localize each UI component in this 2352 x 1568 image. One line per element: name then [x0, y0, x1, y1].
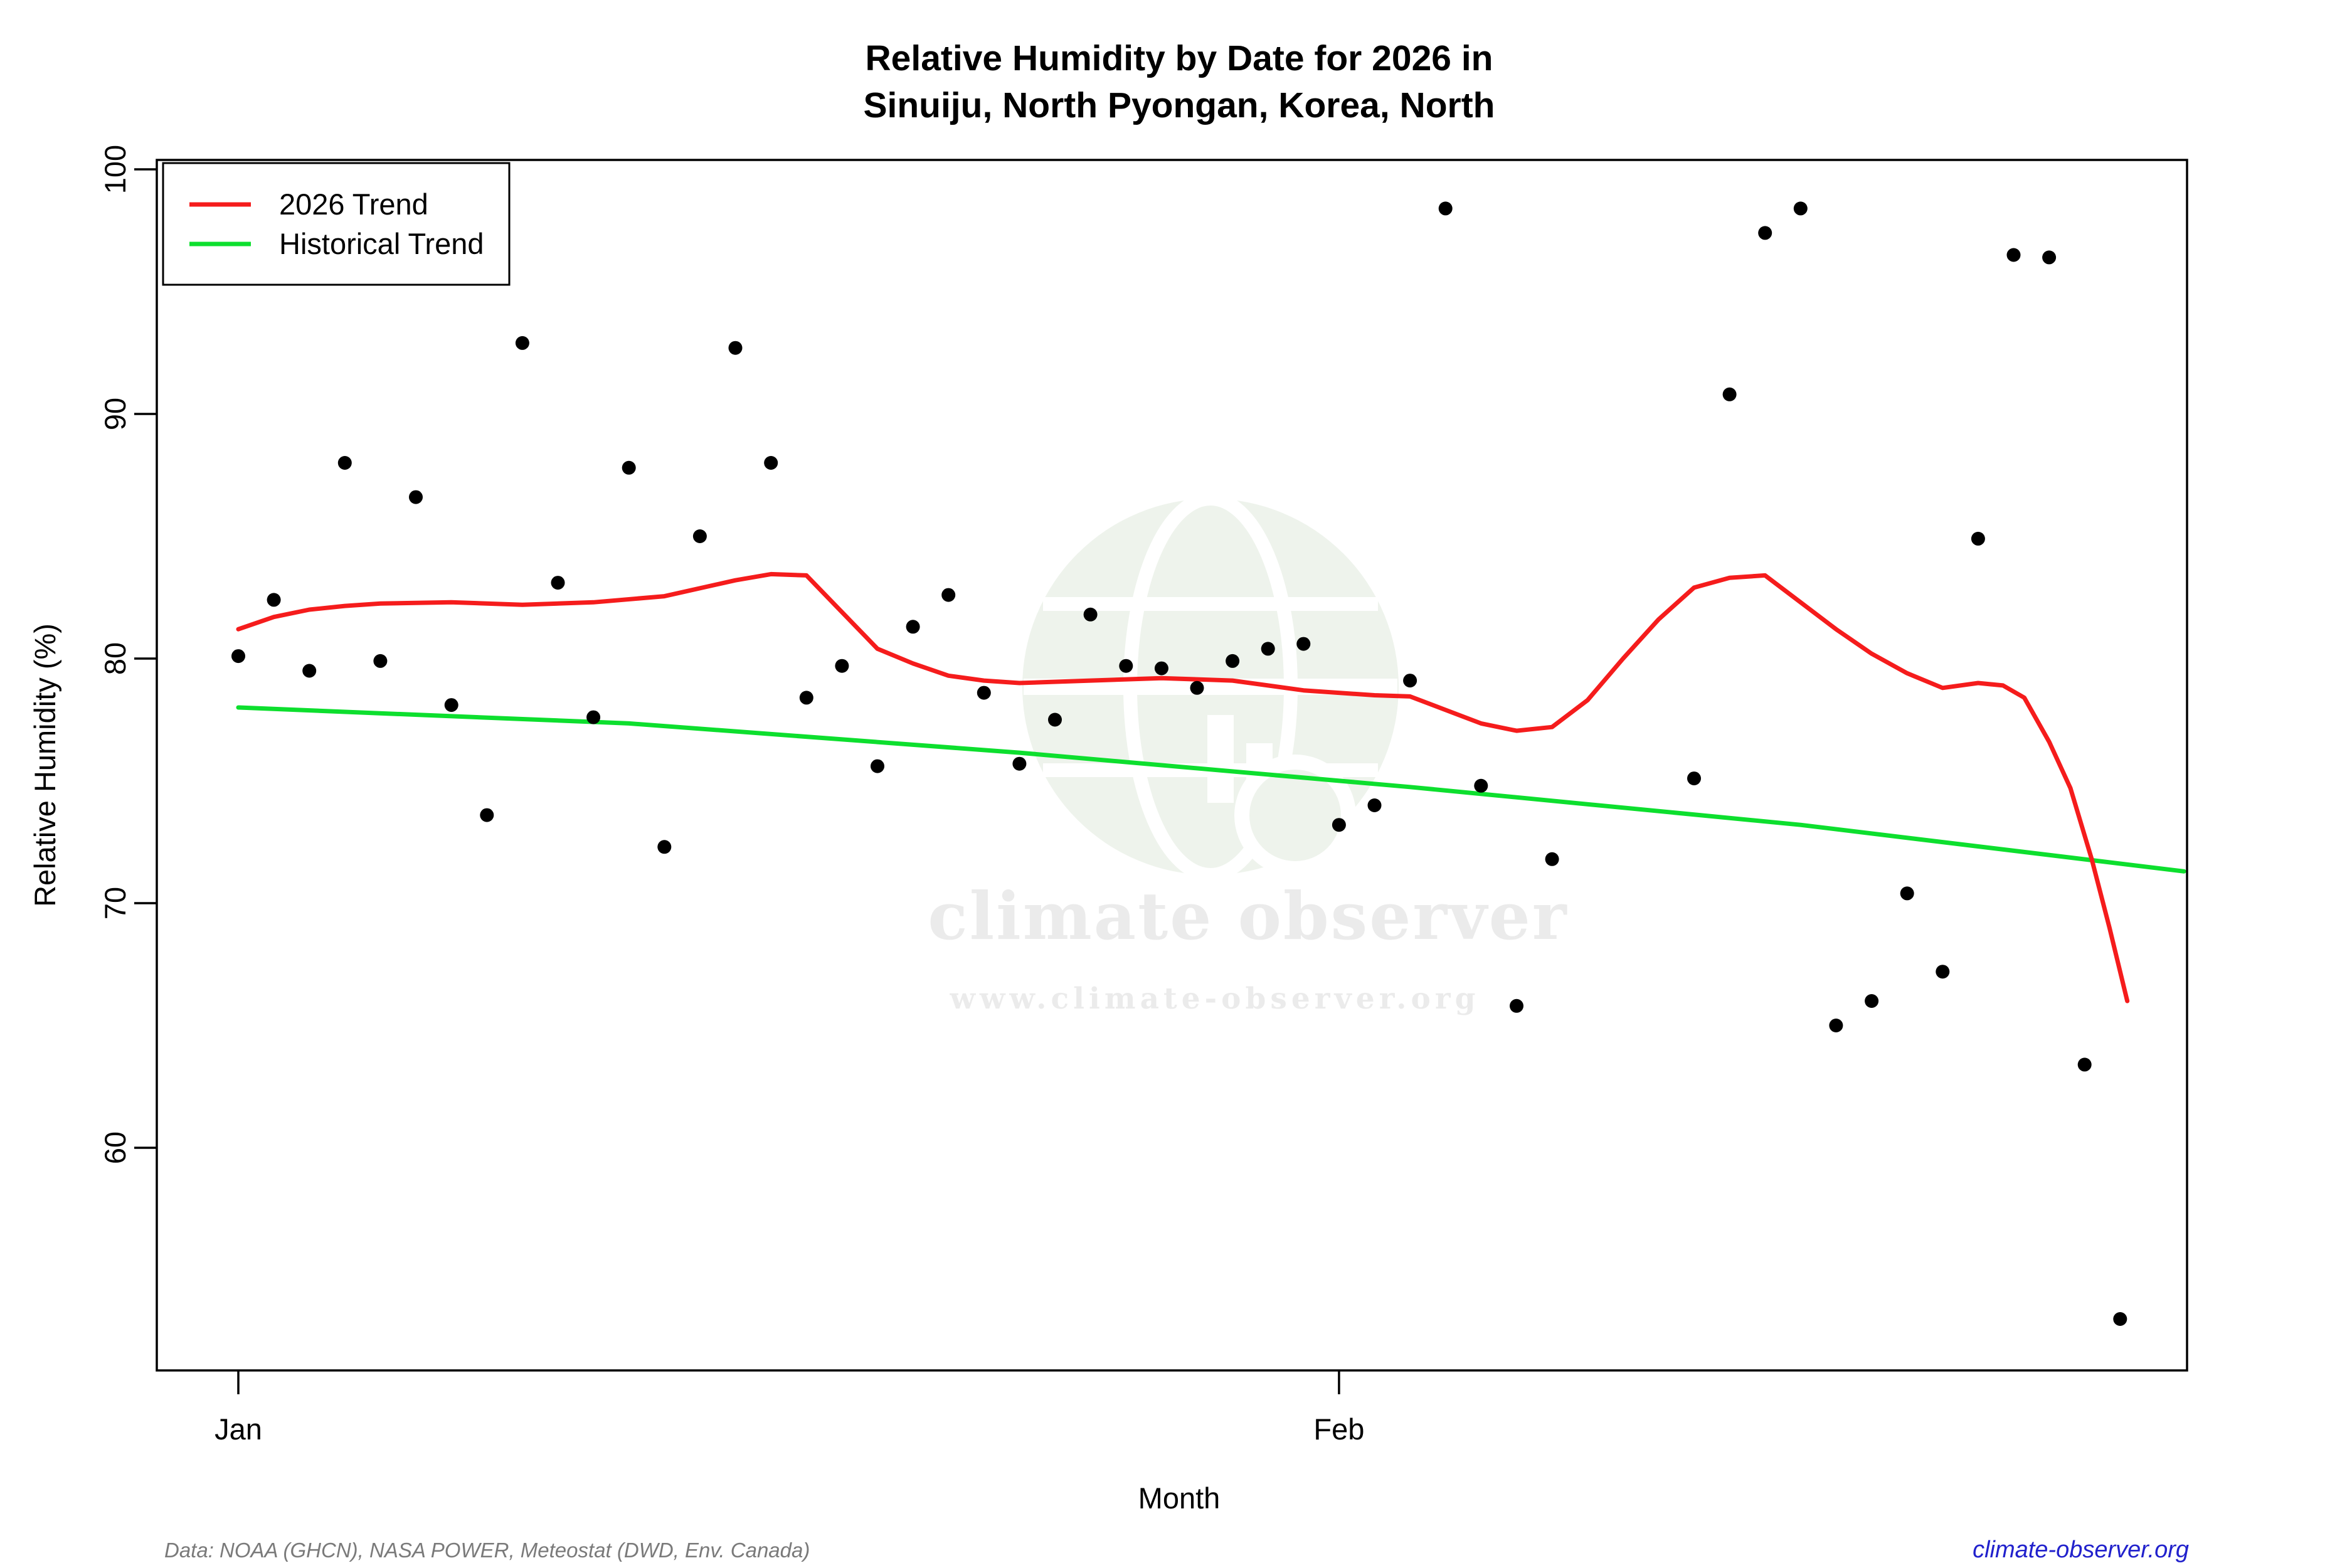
scatter-point — [941, 588, 956, 602]
historical-trend-line — [236, 705, 2186, 874]
scatter-point — [1793, 201, 1808, 216]
scatter-point — [1226, 654, 1240, 668]
x-axis-label: Month — [1138, 1481, 1221, 1515]
scatter-point — [1083, 607, 1098, 622]
y-axis-label: Relative Humidity (%) — [28, 623, 61, 907]
watermark-subtext: www.climate-observer.org — [950, 982, 1480, 1016]
scatter-point — [764, 456, 778, 470]
scatter-point — [1687, 771, 1701, 786]
scatter-point — [302, 664, 317, 678]
scatter-point — [1722, 387, 1737, 401]
scatter-point — [1758, 226, 1772, 240]
scatter-point — [1332, 818, 1346, 832]
scatter-point — [728, 341, 743, 355]
legend: 2026 Trend Historical Trend — [162, 162, 511, 286]
scatter-point — [586, 710, 601, 724]
chart-title: Relative Humidity by Date for 2026 in Sin… — [863, 38, 1495, 125]
y-tick-label: 60 — [98, 1131, 132, 1164]
x-tick-label: Feb — [1313, 1412, 1364, 1446]
scatter-point — [373, 654, 388, 668]
scatter-point — [267, 593, 281, 607]
scatter-point — [1261, 642, 1275, 656]
watermark-text: climate observer — [928, 877, 1568, 955]
plot-border — [156, 159, 2188, 1372]
scatter-point — [1048, 712, 1062, 727]
scatter-point — [2113, 1312, 2127, 1326]
scatter-point — [1971, 531, 1985, 546]
scatter-point — [2042, 250, 2057, 265]
scatter-point — [1119, 659, 1133, 673]
scatter-point — [480, 808, 494, 822]
axes: 100 90 80 70 60 Jan Feb Relative Humidity (%) Mo… — [28, 145, 1364, 1515]
scatter-point — [551, 576, 565, 590]
site-link[interactable]: climate-observer.org — [1973, 1537, 2189, 1563]
scatter-point — [1510, 999, 1523, 1013]
scatter-point — [835, 659, 849, 673]
y-tick-label: 100 — [98, 145, 132, 194]
scatter-points — [231, 201, 2127, 1326]
scatter-point — [409, 490, 423, 504]
scatter-point — [692, 529, 707, 543]
scatter-point — [1367, 798, 1382, 812]
scatter-point — [444, 698, 458, 712]
scatter-point — [871, 759, 884, 773]
scatter-point — [906, 620, 920, 634]
scatter-point — [1936, 965, 1950, 979]
scatter-point — [1012, 756, 1027, 771]
x-tick-label: Jan — [215, 1412, 262, 1446]
scatter-point — [1154, 661, 1168, 675]
data-source-note: Data: NOAA (GHCN), NASA POWER, Meteostat… — [164, 1539, 810, 1562]
scatter-point — [1438, 201, 1453, 216]
scatter-point — [1900, 886, 1914, 901]
scatter-point — [515, 336, 529, 350]
scatter-point — [622, 460, 636, 475]
scatter-point — [799, 691, 813, 705]
legend-label: Historical Trend — [279, 227, 484, 260]
scatter-point — [2077, 1057, 2092, 1072]
watermark: climate observer www.climate-observer.org — [928, 492, 1568, 1016]
scatter-point — [1474, 778, 1488, 793]
trend-2026-line — [236, 571, 2130, 1004]
legend-box — [162, 162, 511, 286]
scatter-point — [1403, 674, 1417, 688]
scatter-point — [337, 456, 352, 470]
magnifier-icon — [1234, 755, 1356, 876]
title-line-1: Relative Humidity by Date for 2026 in — [866, 38, 1493, 78]
scatter-point — [1865, 994, 1879, 1008]
scatter-point — [1545, 852, 1559, 866]
y-tick-label: 70 — [98, 887, 132, 919]
scatter-point — [231, 649, 245, 664]
scatter-point — [657, 840, 672, 854]
scatter-point — [977, 686, 991, 700]
legend-label: 2026 Trend — [279, 188, 428, 221]
scatter-point — [1829, 1019, 1843, 1032]
y-tick-label: 80 — [98, 642, 132, 675]
scatter-point — [1296, 637, 1311, 651]
scatter-point — [2006, 248, 2021, 262]
scatter-point — [1190, 681, 1204, 695]
title-line-2: Sinuiju, North Pyongan, Korea, North — [863, 85, 1495, 125]
y-tick-label: 90 — [98, 398, 132, 430]
